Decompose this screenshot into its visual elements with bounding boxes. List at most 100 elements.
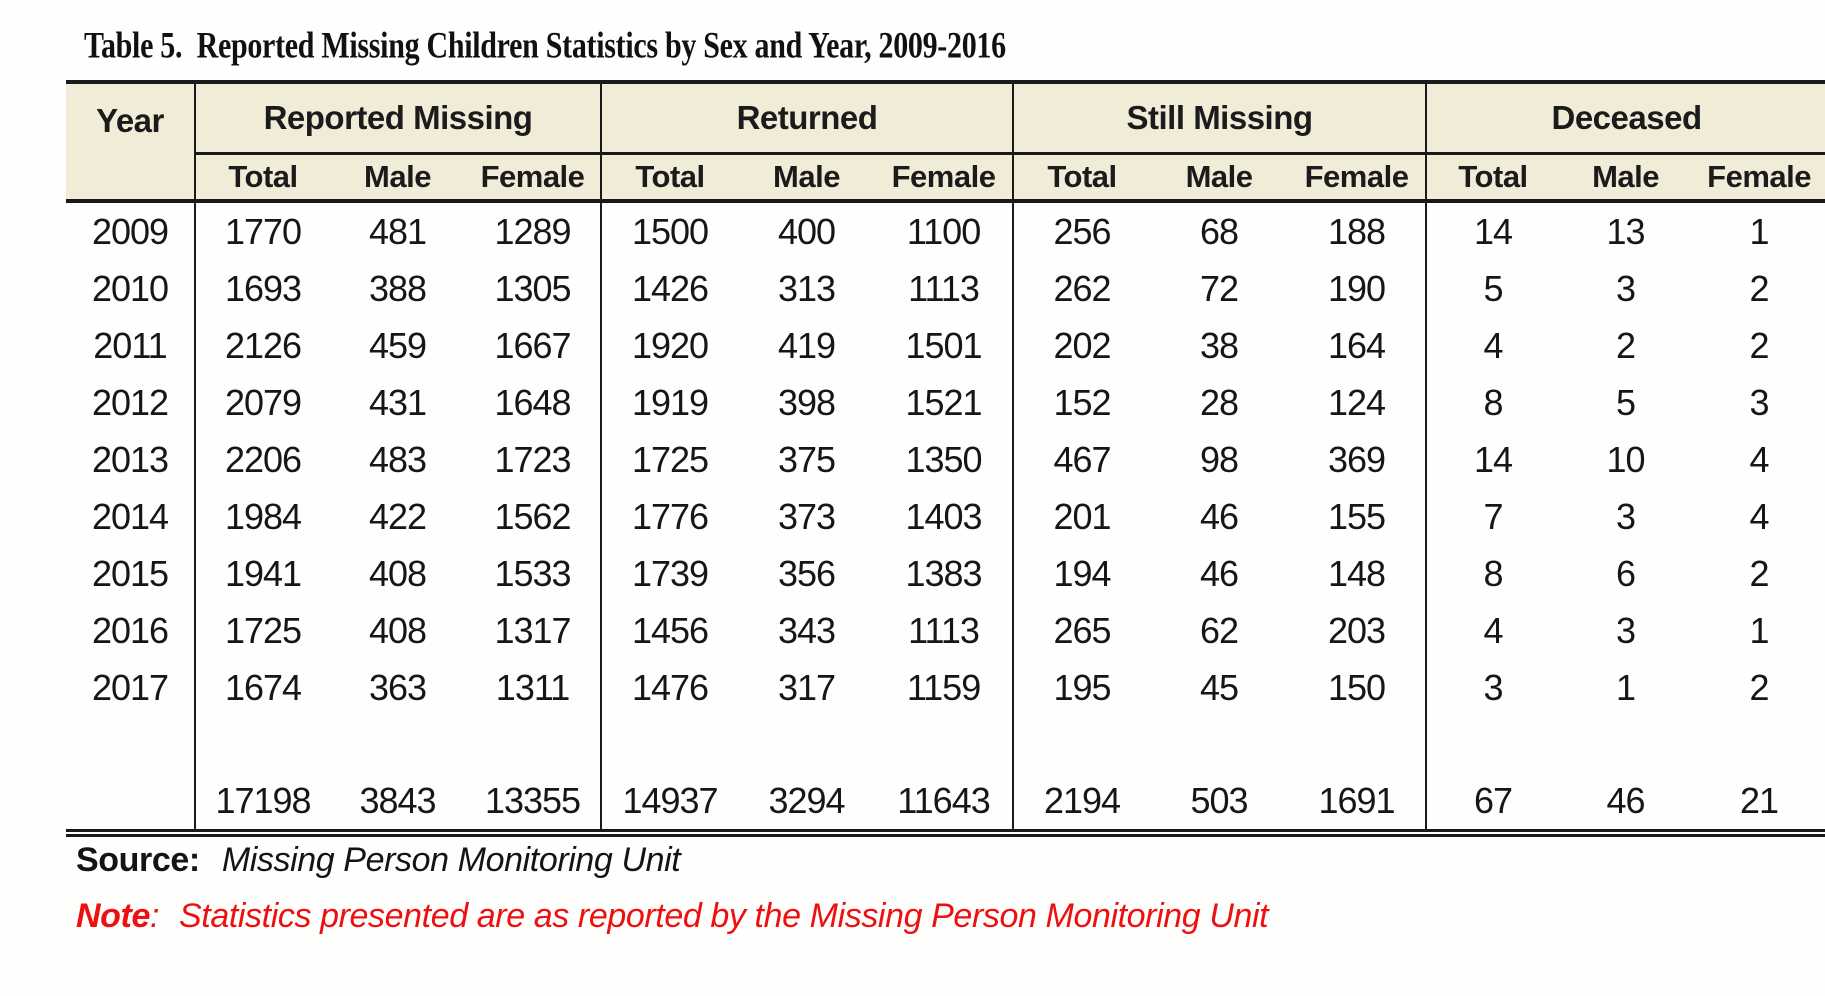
value-cell: 3 (1616, 267, 1636, 309)
value-cell: 67 (1425, 773, 1560, 833)
value-cell: 363 (368, 666, 427, 708)
value-cell: 2194 (1012, 773, 1151, 833)
value-cell: 4 (1425, 317, 1560, 374)
value-cell: 1533 (494, 552, 571, 594)
value-cell: 11643 (897, 780, 990, 821)
value-cell: 1113 (908, 609, 980, 651)
source-label: Source (76, 841, 189, 879)
value-cell: 5 (1616, 381, 1636, 423)
table-body: 2009 1770 481 1289 1500 400 1100 256 68 188 14 13 1 2… (66, 201, 1825, 833)
year-cell: 2010 (66, 260, 196, 317)
value-cell: 1289 (494, 210, 571, 252)
note-text: Statistics presented are as reported by … (179, 897, 1269, 935)
value-cell: 3294 (768, 780, 845, 821)
value-cell: 202 (1012, 317, 1151, 374)
source-line: Source: Missing Person Monitoring Unit (76, 841, 681, 880)
note-colon: : (149, 897, 160, 935)
value-cell: 72 (1200, 267, 1239, 309)
value-cell: 2206 (194, 431, 330, 488)
value-cell: 1691 (1318, 780, 1395, 821)
value-cell: 203 (1328, 609, 1386, 651)
col-header-year: Year (66, 82, 196, 203)
value-cell (875, 716, 1013, 773)
value-cell: 408 (368, 552, 427, 594)
value-cell: 459 (368, 324, 427, 366)
group-header-row: Year Reported Missing Returned Still Mis… (66, 82, 1825, 203)
year-cell: 2017 (66, 659, 196, 716)
value-cell: 46 (1200, 495, 1239, 537)
value-cell: 265 (1012, 602, 1151, 659)
value-cell: 398 (777, 381, 836, 423)
year-cell: 2013 (66, 431, 196, 488)
value-cell: 1920 (600, 317, 739, 374)
value-cell: 46 (1606, 780, 1646, 821)
col-group-returned: Returned (600, 82, 1014, 155)
value-cell: 1501 (905, 324, 982, 366)
value-cell: 1 (1749, 210, 1770, 252)
value-cell: 1311 (495, 666, 570, 708)
table-row: 2010 1693 388 1305 1426 313 1113 262 72 190 5 3 2 (66, 260, 1825, 317)
note-label: Note (76, 897, 150, 935)
value-cell: 7 (1425, 488, 1560, 545)
year-cell (66, 716, 196, 773)
table-row: 2016 1725 408 1317 1456 343 1113 265 62 203 4 3 1 (66, 602, 1825, 659)
value-cell (1559, 716, 1692, 773)
value-cell: 150 (1328, 666, 1386, 708)
table-row: 2013 2206 483 1723 1725 375 1350 467 98 369 14 10 4 (66, 431, 1825, 488)
value-cell: 194 (1012, 545, 1151, 602)
value-cell: 4 (1749, 438, 1770, 480)
value-cell (1150, 716, 1288, 773)
value-cell: 1403 (905, 495, 982, 537)
col-header-ret-male: Male (738, 153, 876, 203)
value-cell: 1350 (905, 438, 982, 480)
value-cell: 1426 (600, 260, 739, 317)
col-header-dec-male: Male (1559, 153, 1693, 203)
value-cell: 2 (1749, 666, 1770, 708)
value-cell: 188 (1328, 210, 1386, 252)
value-cell: 356 (777, 552, 836, 594)
value-cell: 1 (1749, 609, 1770, 651)
source-text: Missing Person Monitoring Unit (221, 841, 681, 879)
col-header-ret-female: Female (875, 153, 1014, 203)
value-cell: 1984 (194, 488, 330, 545)
value-cell: 1500 (600, 201, 739, 260)
value-cell: 68 (1200, 210, 1239, 252)
col-header-rm-total: Total (194, 153, 330, 203)
blank-row (66, 716, 1825, 773)
value-cell: 152 (1012, 374, 1151, 431)
value-cell: 422 (368, 495, 427, 537)
value-cell: 317 (777, 666, 836, 708)
table-row: 2014 1984 422 1562 1776 373 1403 201 46 155 7 3 4 (66, 488, 1825, 545)
value-cell: 1693 (194, 260, 330, 317)
table-row: 2011 2126 459 1667 1920 419 1501 202 38 164 4 2 2 (66, 317, 1825, 374)
value-cell: 1305 (494, 267, 571, 309)
totals-row: 17198 3843 13355 14937 3294 11643 2194 503 1691 6… (66, 773, 1825, 833)
value-cell: 400 (777, 210, 836, 252)
value-cell: 2 (1616, 324, 1636, 366)
year-cell (66, 773, 196, 833)
col-group-still-missing: Still Missing (1012, 82, 1427, 155)
value-cell: 3 (1425, 659, 1560, 716)
value-cell: 388 (368, 267, 427, 309)
sub-header-row: Total Male Female Total Male Female Tota… (66, 153, 1825, 203)
value-cell: 419 (777, 324, 836, 366)
col-header-sm-total: Total (1012, 153, 1151, 203)
value-cell: 3 (1616, 495, 1636, 537)
value-cell: 14 (1425, 201, 1560, 260)
value-cell: 195 (1012, 659, 1151, 716)
year-cell: 2015 (66, 545, 196, 602)
table-header: Year Reported Missing Returned Still Mis… (66, 82, 1825, 203)
year-cell: 2014 (66, 488, 196, 545)
col-header-rm-female: Female (465, 153, 602, 203)
year-cell: 2012 (66, 374, 196, 431)
col-header-dec-total: Total (1425, 153, 1560, 203)
value-cell: 467 (1012, 431, 1151, 488)
value-cell: 1725 (194, 602, 330, 659)
source-colon: : (188, 841, 200, 879)
value-cell (1425, 716, 1560, 773)
value-cell: 45 (1200, 666, 1239, 708)
value-cell: 2 (1749, 552, 1770, 594)
col-header-rm-male: Male (330, 153, 465, 203)
value-cell: 4 (1749, 495, 1770, 537)
value-cell: 46 (1200, 552, 1239, 594)
